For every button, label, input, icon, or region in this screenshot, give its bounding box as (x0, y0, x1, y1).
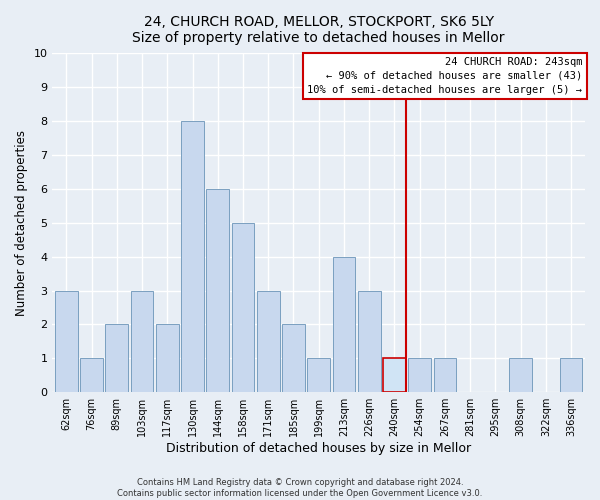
Title: 24, CHURCH ROAD, MELLOR, STOCKPORT, SK6 5LY
Size of property relative to detache: 24, CHURCH ROAD, MELLOR, STOCKPORT, SK6 … (133, 15, 505, 45)
Bar (206, 189, 229, 392)
Bar (131, 290, 154, 392)
X-axis label: Distribution of detached houses by size in Mellor: Distribution of detached houses by size … (166, 442, 471, 455)
Text: Contains HM Land Registry data © Crown copyright and database right 2024.
Contai: Contains HM Land Registry data © Crown c… (118, 478, 482, 498)
Bar (232, 223, 254, 392)
Bar (409, 358, 431, 392)
Bar (307, 358, 330, 392)
Bar (383, 358, 406, 392)
Bar (332, 256, 355, 392)
Bar (106, 324, 128, 392)
Bar (257, 290, 280, 392)
Bar (156, 324, 179, 392)
Bar (181, 121, 204, 392)
Bar (434, 358, 456, 392)
Bar (560, 358, 583, 392)
Y-axis label: Number of detached properties: Number of detached properties (15, 130, 28, 316)
Bar (509, 358, 532, 392)
Bar (358, 290, 380, 392)
Bar (55, 290, 77, 392)
Text: 24 CHURCH ROAD: 243sqm
← 90% of detached houses are smaller (43)
10% of semi-det: 24 CHURCH ROAD: 243sqm ← 90% of detached… (307, 56, 583, 94)
Bar (80, 358, 103, 392)
Bar (282, 324, 305, 392)
